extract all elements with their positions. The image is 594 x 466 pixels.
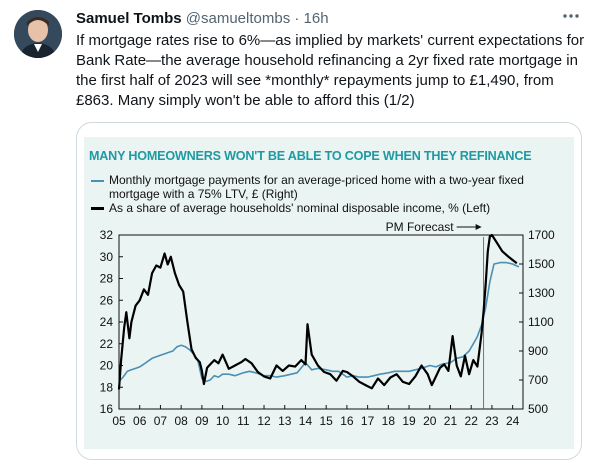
y-left-tick-label: 24 [100,315,114,329]
more-dots-icon[interactable] [558,6,584,32]
x-tick-label: 20 [423,414,437,428]
forecast-annotation: PM Forecast [386,220,455,234]
y-left-tick-label: 22 [100,337,114,351]
x-tick-label: 05 [112,414,126,428]
author-name[interactable]: Samuel Tombs [76,10,182,27]
avatar[interactable] [14,10,62,58]
x-tick-label: 24 [506,414,520,428]
chart-title: MANY HOMEOWNERS WON'T BE ABLE TO COPE WH… [89,149,532,163]
plot-frame [118,234,524,410]
y-left-tick-label: 30 [100,250,114,264]
legend-item-payments: Monthly mortgage payments for an average… [89,173,559,201]
x-tick-label: 11 [237,414,250,428]
x-tick-label: 07 [154,414,168,428]
series-line-share [117,233,518,390]
forecast-arrowhead [475,224,482,230]
tweet-image[interactable]: MANY HOMEOWNERS WON'T BE ABLE TO COPE WH… [76,122,582,460]
y-right-tick-label: 700 [528,373,548,387]
x-tick-label: 10 [216,414,230,428]
y-right-tick-label: 1300 [528,286,555,300]
timestamp[interactable]: 16h [303,10,329,27]
y-right-tick-label: 1100 [528,315,554,329]
legend-item-share: As a share of average households' nomina… [89,201,559,215]
legend-label-payments: Monthly mortgage payments for an average… [109,173,524,201]
x-tick-label: 06 [133,414,147,428]
y-left-tick-label: 20 [100,359,114,373]
legend-swatch-payments [91,180,104,182]
x-tick-label: 16 [340,414,354,428]
y-right-tick-label: 900 [528,344,548,358]
line-chart: 16 18 20 22 24 26 28 30 32 500 700 900 1100 1300 1500 1… [100,220,555,428]
x-tick-label: 19 [402,414,416,428]
tweet-text: If mortgage rates rise to 6%—as implied … [76,32,585,109]
y-right-tick-label: 1700 [528,228,555,242]
x-tick-label: 12 [257,414,271,428]
tweet-header: Samuel Tombs @samueltombs · 16h [76,9,329,29]
author-handle[interactable]: @samueltombs [185,10,291,27]
x-tick-label: 23 [485,414,499,428]
y-right-tick-label: 500 [528,402,548,416]
y-right-tick-label: 1500 [528,257,555,271]
chart-legend: Monthly mortgage payments for an average… [89,173,559,215]
x-tick-label: 18 [382,414,396,428]
y-left-tick-label: 28 [100,272,114,286]
x-tick-label: 17 [361,414,375,428]
y-left-tick-label: 32 [100,228,114,242]
x-tick-label: 15 [319,414,333,428]
x-tick-label: 09 [195,414,209,428]
x-tick-label: 21 [444,414,458,428]
legend-swatch-share [91,207,104,210]
y-left-tick-label: 16 [100,402,114,416]
separator-dot: · [294,10,300,27]
x-tick-label: 13 [278,414,292,428]
y-left-tick-label: 26 [100,293,114,307]
x-tick-label: 22 [465,414,479,428]
chart-background [84,137,574,449]
legend-label-share: As a share of average households' nomina… [109,201,491,215]
series-line-payments [118,261,520,383]
y-left-tick-label: 18 [100,380,114,394]
x-tick-label: 14 [299,414,313,428]
x-tick-label: 08 [174,414,188,428]
